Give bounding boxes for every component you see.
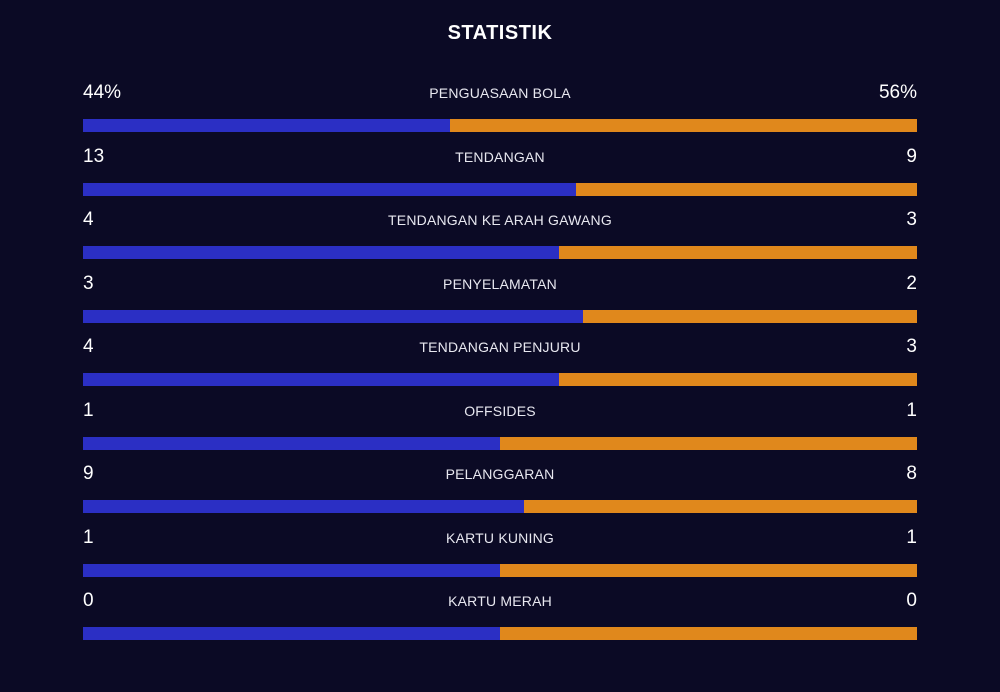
home-bar-fill [83, 309, 584, 323]
away-bar-fill [559, 246, 917, 259]
home-bar-fill [83, 500, 525, 513]
stat-label: KARTU MERAH [448, 593, 552, 609]
comparison-bar [83, 309, 917, 323]
stat-label: TENDANGAN PENJURU [419, 339, 581, 355]
stat-label: PELANGGARAN [445, 466, 555, 482]
home-value: 1 [83, 526, 94, 548]
stat-label: OFFSIDES [464, 402, 536, 419]
away-bar-fill [500, 627, 917, 640]
stats-list: 44% PENGUASAAN BOLA 56% 13 TENDANGAN 9 [83, 82, 917, 654]
away-value: 0 [906, 590, 917, 611]
stat-row-corners: 4 TENDANGAN PENJURU 3 [83, 336, 917, 400]
home-value: 44% [83, 82, 122, 103]
stat-row-possession: 44% PENGUASAAN BOLA 56% [83, 82, 917, 146]
comparison-bar [83, 436, 917, 450]
comparison-bar [83, 119, 917, 132]
home-value: 9 [83, 463, 94, 484]
stat-row-fouls: 9 PELANGGARAN 8 [83, 463, 917, 527]
away-bar-fill [583, 309, 917, 323]
comparison-bar [83, 563, 917, 577]
home-value: 4 [83, 209, 94, 230]
comparison-bar [83, 182, 917, 196]
away-value: 1 [906, 526, 917, 548]
comparison-bar [83, 627, 917, 640]
home-value: 1 [83, 399, 94, 421]
away-bar-fill [559, 373, 917, 386]
stat-row-shots-on-target: 4 TENDANGAN KE ARAH GAWANG 3 [83, 209, 917, 273]
comparison-bar [83, 373, 917, 386]
away-value: 3 [906, 209, 917, 230]
stat-label: PENGUASAAN BOLA [429, 85, 571, 101]
stat-row-saves: 3 PENYELAMATAN 2 [83, 273, 917, 337]
stat-row-yellow-cards: 1 KARTU KUNING 1 [83, 527, 917, 591]
away-value: 2 [906, 272, 917, 294]
comparison-bar [83, 500, 917, 513]
away-value: 1 [906, 399, 917, 421]
away-value: 3 [906, 336, 917, 357]
stat-label: KARTU KUNING [446, 529, 554, 546]
away-value: 56% [878, 82, 917, 103]
home-bar-fill [83, 119, 450, 132]
home-bar-fill [83, 182, 576, 196]
away-bar-fill [500, 563, 917, 577]
comparison-bar [83, 246, 917, 259]
away-bar-fill [524, 500, 917, 513]
away-bar-fill [575, 182, 917, 196]
home-value: 3 [83, 272, 94, 294]
stat-row-offsides: 1 OFFSIDES 1 [83, 400, 917, 464]
home-bar-fill [83, 436, 500, 450]
stat-label: TENDANGAN KE ARAH GAWANG [388, 212, 612, 228]
home-bar-fill [83, 246, 560, 259]
away-value: 8 [906, 463, 917, 484]
home-value: 0 [83, 590, 94, 611]
home-bar-fill [83, 563, 500, 577]
stat-row-shots: 13 TENDANGAN 9 [83, 146, 917, 210]
stat-row-red-cards: 0 KARTU MERAH 0 [83, 590, 917, 654]
home-value: 13 [83, 145, 105, 167]
home-bar-fill [83, 373, 560, 386]
stat-label: PENYELAMATAN [443, 275, 557, 292]
away-value: 9 [906, 145, 917, 167]
home-value: 4 [83, 336, 94, 357]
away-bar-fill [449, 119, 917, 132]
page-title: STATISTIK [447, 22, 553, 44]
stat-label: TENDANGAN [455, 148, 545, 165]
away-bar-fill [500, 436, 917, 450]
home-bar-fill [83, 627, 500, 640]
